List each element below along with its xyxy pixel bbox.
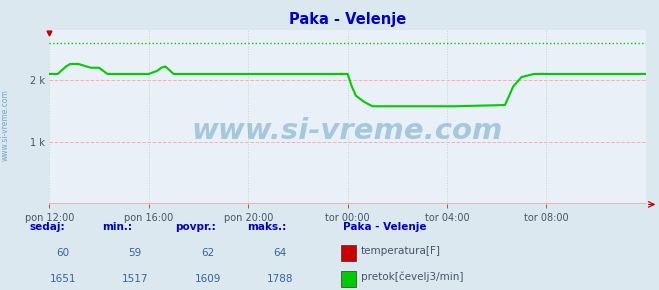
Text: 60: 60 — [56, 248, 69, 258]
Text: www.si-vreme.com: www.si-vreme.com — [192, 117, 503, 145]
Text: Paka - Velenje: Paka - Velenje — [343, 222, 426, 232]
Text: 64: 64 — [273, 248, 287, 258]
Text: 1517: 1517 — [122, 274, 148, 284]
Text: maks.:: maks.: — [247, 222, 287, 232]
Text: www.si-vreme.com: www.si-vreme.com — [1, 89, 10, 161]
Text: 62: 62 — [201, 248, 214, 258]
Text: 1788: 1788 — [267, 274, 293, 284]
Text: sedaj:: sedaj: — [30, 222, 65, 232]
Text: min.:: min.: — [102, 222, 132, 232]
Text: pretok[čevelj3/min]: pretok[čevelj3/min] — [361, 272, 464, 282]
Text: 59: 59 — [129, 248, 142, 258]
Text: 1651: 1651 — [49, 274, 76, 284]
Text: temperatura[F]: temperatura[F] — [361, 246, 441, 256]
Text: povpr.:: povpr.: — [175, 222, 215, 232]
Title: Paka - Velenje: Paka - Velenje — [289, 12, 406, 26]
Text: 1609: 1609 — [194, 274, 221, 284]
